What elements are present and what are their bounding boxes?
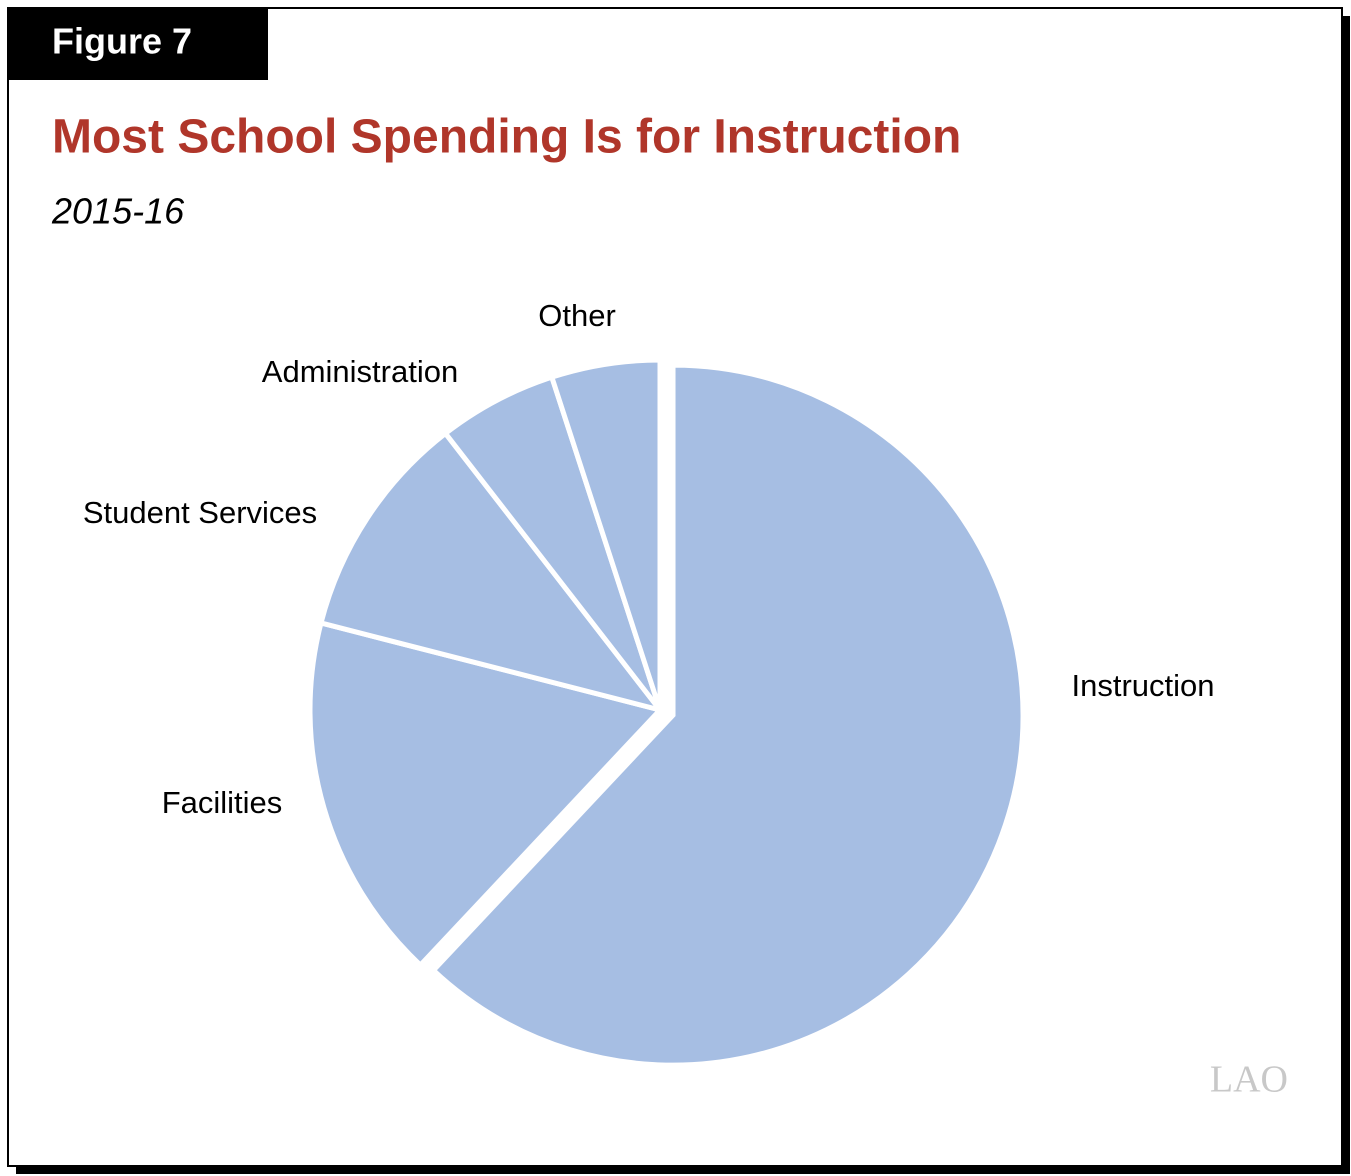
pie-slice xyxy=(429,362,1026,1068)
slice-label: Student Services xyxy=(83,495,317,530)
pie-slice xyxy=(317,429,667,715)
chart-subtitle: 2015-16 xyxy=(51,191,185,232)
slice-label: Instruction xyxy=(1071,668,1214,703)
slice-label: Facilities xyxy=(162,785,283,820)
chart-title: Most School Spending Is for Instruction xyxy=(52,111,961,164)
pie-slice xyxy=(307,619,665,969)
slice-label: Other xyxy=(538,298,616,333)
figure-tab xyxy=(8,8,268,80)
pie-slice xyxy=(548,357,663,711)
figure-label: Figure 7 xyxy=(52,21,192,62)
logo: LAO xyxy=(1210,1059,1288,1101)
slice-label: Administration xyxy=(262,354,458,389)
